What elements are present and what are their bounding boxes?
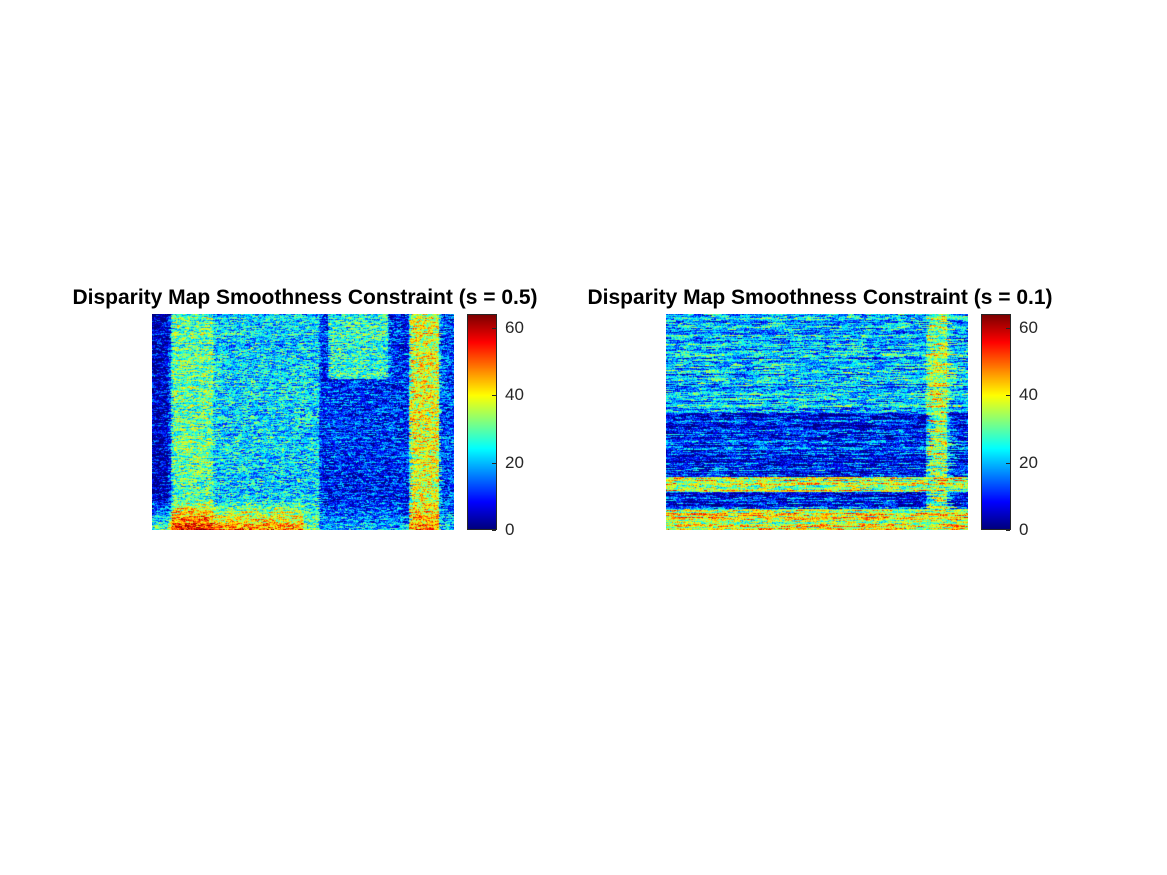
colorbar-tick-mark	[492, 328, 496, 329]
colorbar-tick-label: 0	[1019, 520, 1029, 539]
colorbar-tick-label: 20	[505, 452, 524, 472]
chart-title-right: Disparity Map Smoothness Constraint (s =…	[587, 286, 1053, 309]
colorbar-tick-mark	[492, 463, 496, 464]
chart-title-left: Disparity Map Smoothness Constraint (s =…	[72, 286, 538, 309]
colorbar-tick-label: 60	[1019, 317, 1038, 337]
colorbar-tick-mark	[1006, 530, 1010, 531]
colorbar-tick-label: 20	[1019, 452, 1038, 472]
colorbar-right	[981, 314, 1011, 530]
colorbar-tick-label: 0	[505, 520, 515, 539]
colorbar-tick-mark	[492, 395, 496, 396]
colorbar-tick-mark	[492, 530, 496, 531]
colorbar-tick-mark	[1006, 463, 1010, 464]
colorbar-tick-mark	[1006, 328, 1010, 329]
colorbar-tick-label: 40	[505, 385, 524, 404]
disparity-heatmap-right	[666, 314, 968, 530]
colorbar-tick-label: 60	[505, 317, 524, 337]
colorbar-tick-mark	[1006, 395, 1010, 396]
disparity-heatmap-left	[152, 314, 454, 530]
colorbar-left	[467, 314, 497, 530]
colorbar-tick-label: 40	[1019, 385, 1038, 404]
